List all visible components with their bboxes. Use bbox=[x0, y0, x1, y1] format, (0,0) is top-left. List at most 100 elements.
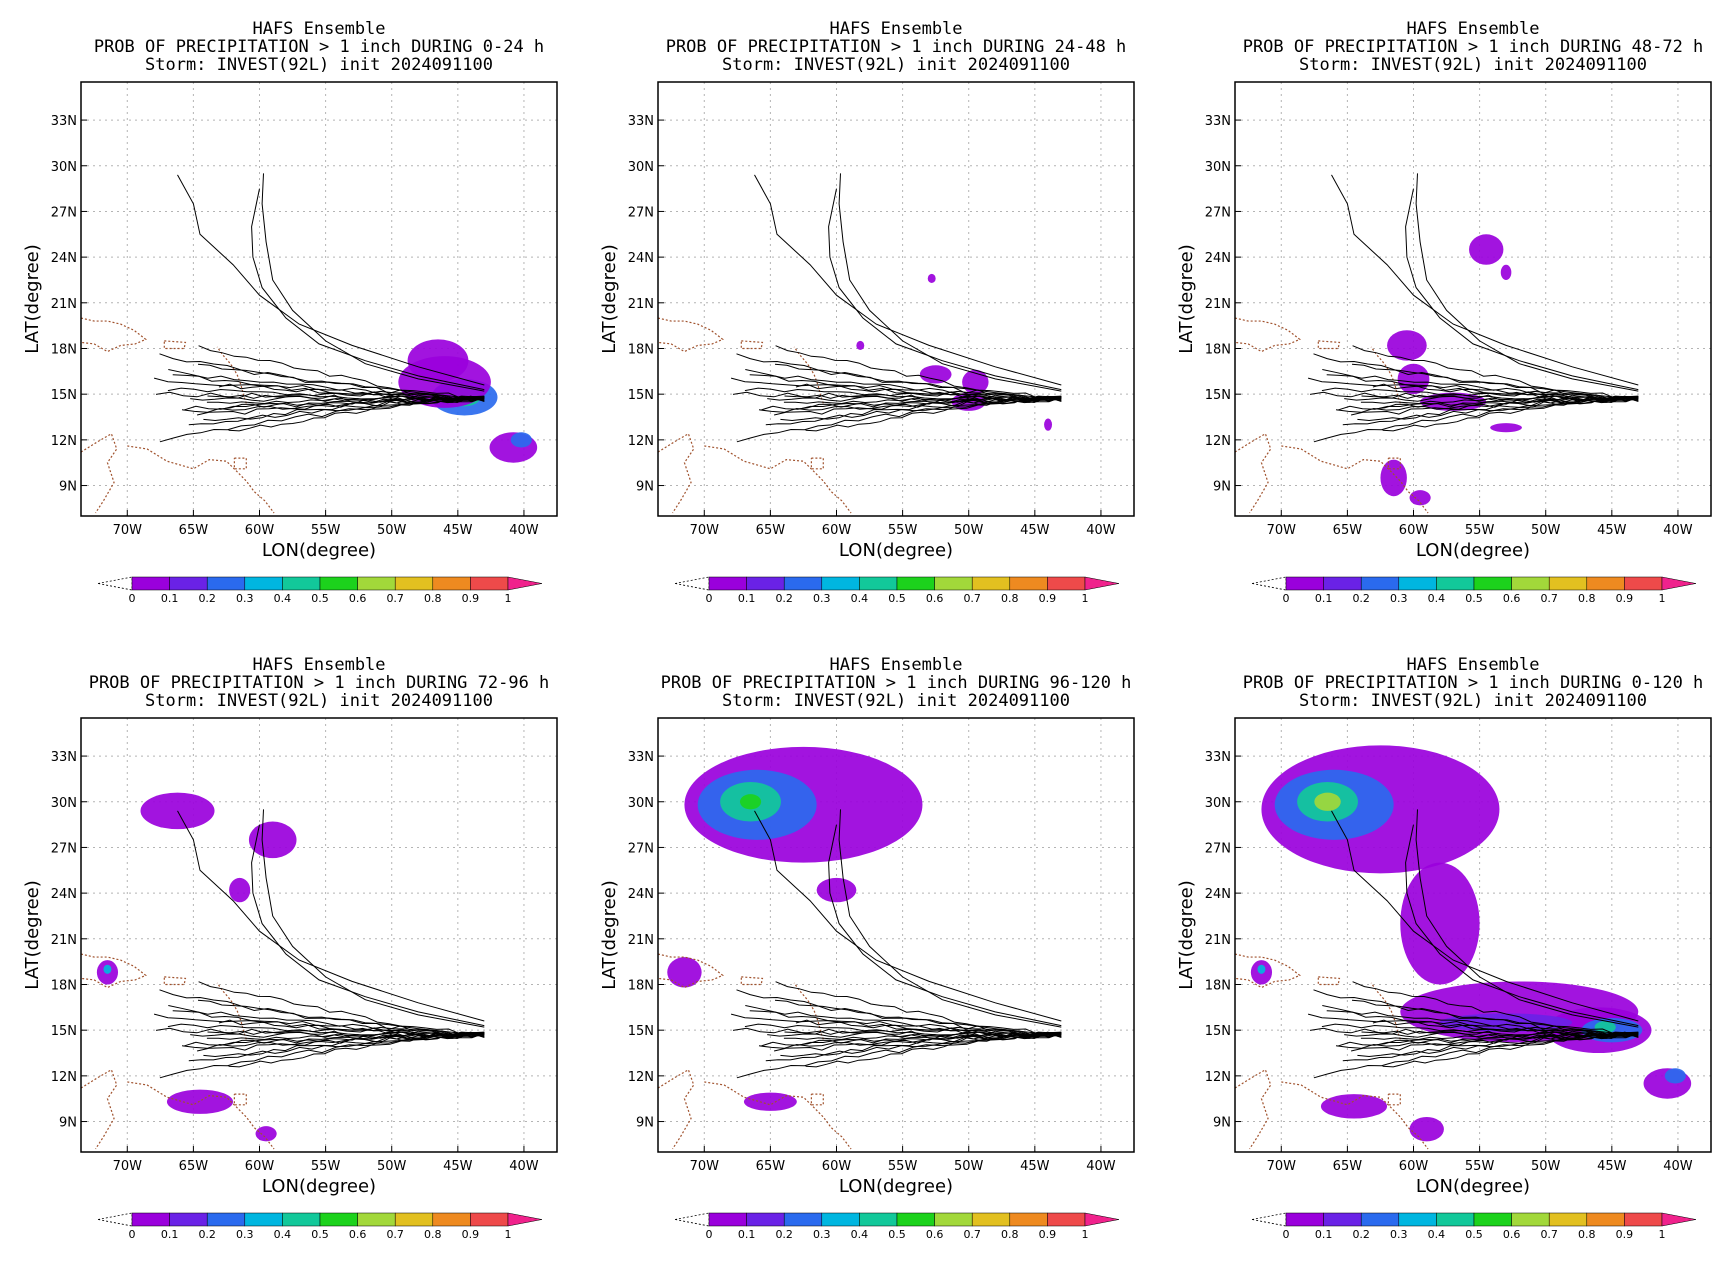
y-tick-label: 27N bbox=[51, 205, 77, 220]
ensemble-track bbox=[758, 1032, 1062, 1049]
colorbar-box bbox=[470, 576, 509, 591]
x-axis-label: LON(degree) bbox=[1416, 540, 1530, 561]
colorbar-box bbox=[1511, 576, 1550, 591]
colorbar-box bbox=[282, 576, 321, 591]
colorbar-label: 0.9 bbox=[462, 1228, 480, 1241]
ensemble-track bbox=[207, 394, 485, 402]
coastline bbox=[81, 953, 147, 989]
colorbar-label: 0.2 bbox=[198, 592, 216, 605]
y-tick-label: 33N bbox=[1205, 750, 1231, 765]
colorbar-box bbox=[131, 576, 170, 591]
x-tick-label: 40W bbox=[1086, 1159, 1116, 1174]
coastline bbox=[658, 432, 695, 514]
y-tick-label: 18N bbox=[51, 342, 77, 357]
coastline bbox=[1235, 317, 1301, 353]
x-tick-label: 65W bbox=[1333, 1159, 1363, 1174]
colorbar-box bbox=[746, 576, 785, 591]
coastline bbox=[127, 445, 275, 514]
y-tick-label: 12N bbox=[1205, 1070, 1231, 1085]
colorbar-label: 0.4 bbox=[851, 592, 869, 605]
ensemble-track bbox=[749, 1010, 1062, 1036]
plot-area bbox=[1235, 82, 1711, 516]
ensemble-track bbox=[1352, 981, 1639, 1035]
precip-prob-area bbox=[510, 432, 532, 448]
chart-title: HAFS Ensemble bbox=[252, 19, 385, 39]
y-tick-label: 21N bbox=[1205, 933, 1231, 948]
y-tick-label: 21N bbox=[51, 297, 77, 312]
chart-subtitle: PROB OF PRECIPITATION > 1 inch DURING 72… bbox=[89, 673, 550, 693]
y-tick-label: 12N bbox=[1205, 434, 1231, 449]
x-axis-label: LON(degree) bbox=[1416, 1176, 1530, 1197]
chart-storm-label: Storm: INVEST(92L) init 2024091100 bbox=[145, 55, 493, 75]
colorbar-label: 0.3 bbox=[813, 1228, 831, 1241]
colorbar-box bbox=[859, 576, 898, 591]
colorbar-label: 1 bbox=[1082, 1228, 1089, 1241]
x-tick-label: 70W bbox=[1267, 1159, 1297, 1174]
ensemble-track bbox=[172, 374, 485, 400]
colorbar-label: 0.8 bbox=[1578, 592, 1596, 605]
ensemble-track bbox=[153, 1013, 485, 1036]
y-tick-label: 12N bbox=[628, 434, 654, 449]
coastline bbox=[163, 976, 187, 986]
chart-panel-1: HAFS Ensemble PROB OF PRECIPITATION > 1 i… bbox=[0, 0, 577, 636]
x-tick-label: 60W bbox=[822, 1159, 852, 1174]
colorbar-box bbox=[169, 576, 208, 591]
colorbar-box bbox=[1285, 576, 1324, 591]
plot-frame bbox=[657, 81, 1135, 517]
precip-prob-area bbox=[739, 794, 762, 810]
x-tick-label: 55W bbox=[1465, 1159, 1495, 1174]
colorbar-box bbox=[746, 1212, 785, 1227]
precip-prob-area bbox=[1320, 1094, 1388, 1119]
x-tick-label: 55W bbox=[888, 523, 918, 538]
y-tick-label: 33N bbox=[51, 114, 77, 129]
colorbar-label: 0.2 bbox=[775, 1228, 793, 1241]
colorbar-box bbox=[394, 576, 434, 591]
ensemble-track bbox=[207, 1030, 485, 1038]
ensemble-track bbox=[1331, 174, 1639, 386]
y-tick-label: 12N bbox=[628, 1070, 654, 1085]
ensemble-track bbox=[181, 1032, 485, 1049]
colorbar-box bbox=[1047, 576, 1086, 591]
colorbar-label: 1 bbox=[1659, 592, 1666, 605]
colorbar-box bbox=[432, 576, 471, 591]
ensemble-track bbox=[198, 345, 485, 399]
colorbar-box bbox=[319, 1212, 358, 1227]
colorbar-box bbox=[971, 576, 1011, 591]
colorbar-label: 0.9 bbox=[1039, 592, 1057, 605]
colorbar-label: 0.1 bbox=[1315, 1228, 1333, 1241]
ensemble-track bbox=[838, 173, 1062, 392]
colorbar-label: 0.5 bbox=[888, 592, 906, 605]
colorbar-label: 0.5 bbox=[1465, 592, 1483, 605]
coastline bbox=[740, 976, 764, 986]
colorbar-box bbox=[1511, 1212, 1550, 1227]
y-tick-label: 9N bbox=[1213, 480, 1231, 495]
colorbar-label: 0.1 bbox=[738, 592, 756, 605]
colorbar-label: 0.6 bbox=[349, 1228, 367, 1241]
y-tick-label: 15N bbox=[628, 388, 654, 403]
precip-prob-area bbox=[1469, 234, 1504, 265]
y-tick-label: 27N bbox=[1205, 205, 1231, 220]
colorbar-label: 0 bbox=[706, 1228, 713, 1241]
x-tick-label: 70W bbox=[690, 523, 720, 538]
coastline bbox=[1317, 976, 1341, 986]
x-axis-label: LON(degree) bbox=[839, 540, 953, 561]
colorbar-box bbox=[1624, 1212, 1663, 1227]
colorbar-box bbox=[934, 576, 973, 591]
chart-storm-label: Storm: INVEST(92L) init 2024091100 bbox=[722, 55, 1070, 75]
y-tick-label: 15N bbox=[51, 388, 77, 403]
coastline bbox=[704, 445, 852, 514]
ensemble-track bbox=[1331, 810, 1639, 1022]
colorbar-label: 0.1 bbox=[161, 592, 179, 605]
y-tick-label: 21N bbox=[1205, 297, 1231, 312]
x-tick-label: 50W bbox=[377, 523, 407, 538]
chart-subtitle: PROB OF PRECIPITATION > 1 inch DURING 96… bbox=[661, 673, 1132, 693]
colorbar-box bbox=[1398, 576, 1437, 591]
y-axis-label: LAT(degree) bbox=[1176, 880, 1197, 989]
x-tick-label: 60W bbox=[1399, 1159, 1429, 1174]
colorbar-box bbox=[1473, 576, 1512, 591]
colorbar-label: 0.6 bbox=[1503, 1228, 1521, 1241]
colorbar-label: 0.6 bbox=[349, 592, 367, 605]
coastline bbox=[810, 457, 824, 470]
colorbar-label: 0.3 bbox=[236, 1228, 254, 1241]
colorbar-box bbox=[282, 1212, 321, 1227]
